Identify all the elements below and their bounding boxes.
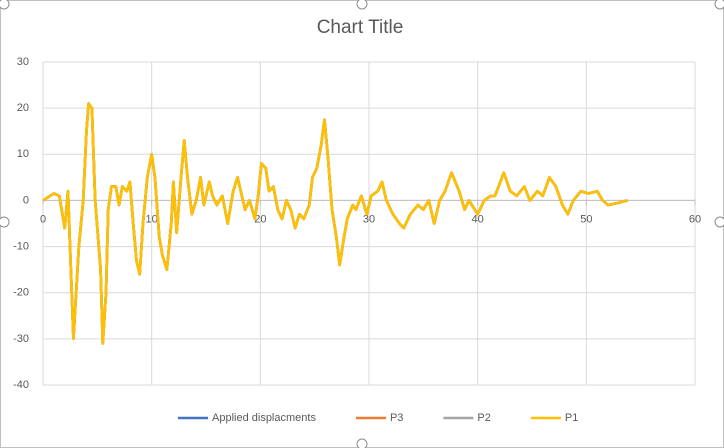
x-tick-label: 40 [472,213,484,225]
handle [356,438,368,448]
legend-label: P3 [390,412,403,424]
y-tick-label: -20 [13,287,29,299]
legend: Applied displacments P3 P2 P1 [178,412,578,424]
y-tick-label: 0 [23,194,29,206]
x-tick-label: 20 [254,213,266,225]
legend-label: Applied displacments [212,412,316,424]
handle [714,0,724,10]
x-tick-label: 50 [580,213,592,225]
series-line [42,102,628,345]
x-tick-label: 30 [363,213,375,225]
handle [356,0,368,10]
y-tick-label: -10 [13,240,29,252]
chart-title: Chart Title [317,17,404,38]
x-tick-label: 0 [40,213,46,225]
y-tick-label: 20 [17,102,29,114]
y-tick-label: 30 [17,56,29,68]
y-tick-label: 10 [17,148,29,160]
handle [0,0,10,10]
legend-label: P2 [477,412,490,424]
x-tick-label: 10 [146,213,158,225]
handle [714,216,724,228]
handle [0,216,10,228]
legend-label: P1 [565,412,578,424]
y-tick-label: -40 [13,379,29,391]
x-tick-label: 60 [689,213,701,225]
y-tick-label: -30 [13,333,29,345]
